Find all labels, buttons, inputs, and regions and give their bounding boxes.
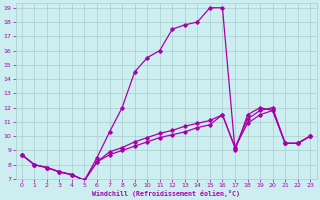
X-axis label: Windchill (Refroidissement éolien,°C): Windchill (Refroidissement éolien,°C) xyxy=(92,190,240,197)
